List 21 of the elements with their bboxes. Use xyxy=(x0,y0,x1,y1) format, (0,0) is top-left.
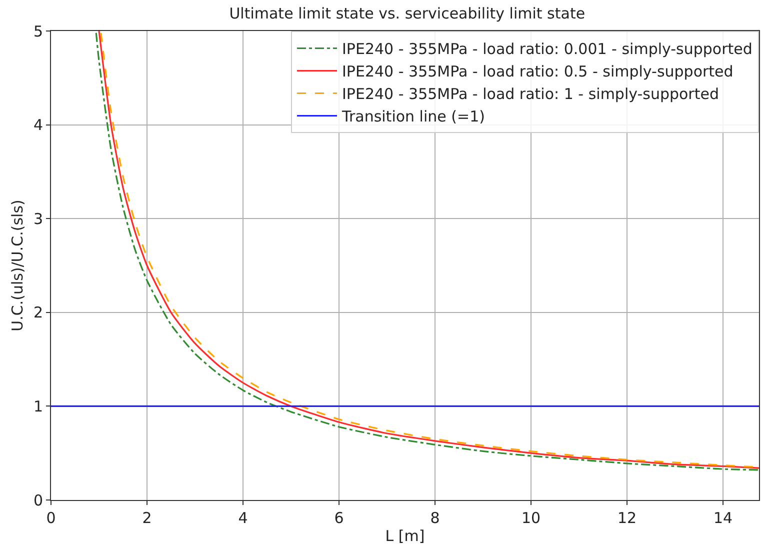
y-tick-label: 1 xyxy=(33,397,43,416)
y-axis-title: U.C.(uls)/U.C.(sls) xyxy=(8,200,27,332)
x-axis-title: L [m] xyxy=(385,527,425,545)
chart-title: Ultimate limit state vs. serviceability limit state xyxy=(229,4,586,23)
y-tick-label: 0 xyxy=(33,491,43,510)
x-tick-label: 0 xyxy=(46,509,56,527)
x-tick-label: 12 xyxy=(617,509,637,527)
x-tick-label: 2 xyxy=(142,509,152,527)
y-tick-label: 3 xyxy=(33,210,43,228)
x-tick-label: 10 xyxy=(521,509,541,527)
y-tick-label: 4 xyxy=(33,116,43,134)
x-tick-label: 8 xyxy=(430,509,440,527)
legend-label: Transition line (=1) xyxy=(341,108,485,126)
legend-label: IPE240 - 355MPa - load ratio: 0.001 - simply-supported xyxy=(342,40,752,58)
x-tick-label: 4 xyxy=(238,509,248,527)
x-tick-label: 14 xyxy=(713,509,733,527)
x-tick-label: 6 xyxy=(334,509,344,527)
y-tick-label: 5 xyxy=(33,22,43,40)
y-tick-label: 2 xyxy=(33,304,43,322)
legend-label: IPE240 - 355MPa - load ratio: 1 - simply-supported xyxy=(342,85,719,104)
legend-label: IPE240 - 355MPa - load ratio: 0.5 - simply-supported xyxy=(342,62,734,81)
